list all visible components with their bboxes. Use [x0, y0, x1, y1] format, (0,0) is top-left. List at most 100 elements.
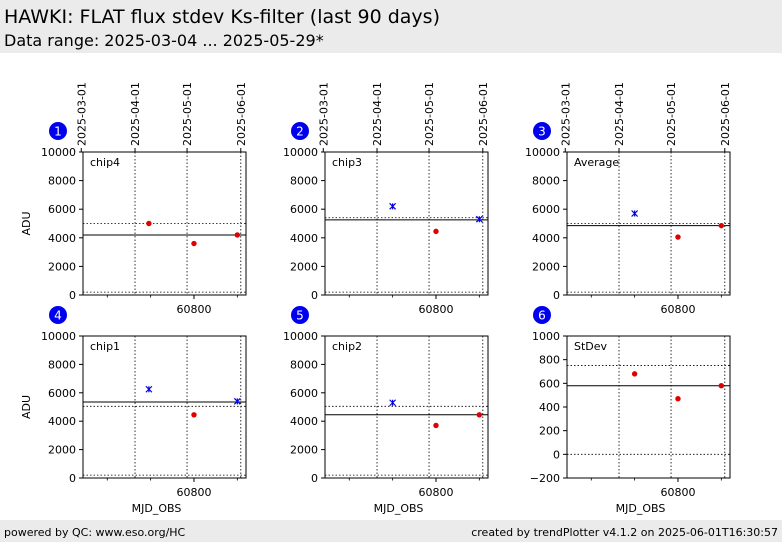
panel-number: 1 — [54, 125, 62, 139]
data-point-cross — [389, 202, 397, 210]
data-range-subtitle: Data range: 2025-03-04 ... 2025-05-29* — [4, 31, 324, 50]
chart-panel-2: 0 2000 4000 6000 8000 10000 60800 2025-03-01 202… — [283, 82, 490, 316]
footer-bar: powered by QC: www.eso.org/HC created by… — [0, 520, 782, 542]
data-point-cross — [475, 215, 483, 223]
data-point — [146, 220, 152, 227]
panel-label: StDev — [574, 340, 608, 353]
y-tick-label: 2000 — [290, 260, 318, 273]
y-tick-label: 0 — [553, 289, 560, 302]
panel-label: chip1 — [90, 340, 120, 353]
y-tick-label: 10000 — [283, 146, 318, 159]
x-axis-label: MJD_OBS — [374, 502, 424, 515]
footer-powered-by: powered by QC: www.eso.org/HC — [4, 526, 186, 539]
chart-panel-4: 0 2000 4000 6000 8000 10000 60800 chip1 4 ADU MJD_… — [20, 306, 247, 515]
top-date-label: 2025-06-01 — [235, 82, 248, 146]
y-tick-label: 200 — [539, 425, 560, 438]
panel-label: chip3 — [332, 156, 362, 169]
data-point — [234, 232, 241, 238]
data-point-cross — [145, 385, 153, 393]
y-tick-label: 1000 — [532, 330, 560, 343]
y-tick-label: 2000 — [48, 444, 76, 457]
y-tick-label: 600 — [539, 377, 560, 390]
y-tick-label: 6000 — [290, 203, 318, 216]
y-tick-label: 10000 — [41, 146, 76, 159]
data-point — [718, 222, 725, 229]
y-tick-label: 8000 — [290, 358, 318, 371]
x-axis-label: MJD_OBS — [132, 502, 182, 515]
plot-frame — [566, 335, 731, 479]
y-tick-label: 2000 — [48, 260, 76, 273]
x-tick-label: 60800 — [176, 486, 211, 499]
y-tick-label: 4000 — [48, 415, 76, 428]
plot-frame — [324, 151, 489, 296]
panel-number-badge — [49, 306, 67, 324]
y-tick-label: 4000 — [48, 232, 76, 245]
top-date-label: 2025-04-01 — [613, 82, 626, 146]
data-point-cross — [631, 210, 639, 217]
panel-number: 3 — [538, 125, 546, 139]
y-tick-label: 6000 — [290, 387, 318, 400]
y-axis-label: ADU — [20, 211, 33, 235]
page-title: HAWKI: FLAT flux stdev Ks-filter (last 9… — [4, 6, 440, 28]
panel-number: 2 — [296, 125, 304, 139]
x-tick-label: 60800 — [660, 303, 695, 316]
plot-frame — [82, 335, 247, 479]
y-tick-label: 6000 — [532, 203, 560, 216]
y-tick-label: 400 — [539, 401, 560, 414]
panel-label: chip2 — [332, 340, 362, 353]
y-tick-label: 8000 — [290, 175, 318, 188]
y-tick-label: 8000 — [48, 175, 76, 188]
y-tick-label: 10000 — [41, 330, 76, 343]
data-point — [191, 240, 197, 247]
data-point — [675, 396, 681, 402]
y-tick-label: 2000 — [290, 444, 318, 457]
y-axis-label: ADU — [20, 395, 33, 419]
panel-label: Average — [574, 156, 619, 169]
y-tick-label: 0 — [69, 472, 76, 485]
data-point — [433, 422, 439, 429]
y-tick-label: 8000 — [48, 358, 76, 371]
top-date-label: 2025-05-01 — [665, 82, 678, 146]
top-date-label: 2025-03-01 — [75, 82, 88, 146]
chart-panel-6: −200 0 200 400 600 800 1000 60800 StDev 6 MJD_OBS — [530, 306, 731, 515]
chart-panel-3: 0 2000 4000 6000 8000 10000 60800 2025-03-01 202… — [525, 82, 732, 316]
x-tick-label: 60800 — [176, 303, 211, 316]
top-date-label: 2025-06-01 — [477, 82, 490, 146]
y-tick-label: 6000 — [48, 203, 76, 216]
data-point — [631, 371, 638, 377]
top-date-label: 2025-04-01 — [129, 82, 142, 146]
chart-panel-5: 0 2000 4000 6000 8000 10000 60800 chip2 5 MJD_OBS — [283, 306, 489, 515]
x-tick-label: 60800 — [418, 486, 453, 499]
y-tick-label: −200 — [530, 472, 560, 485]
y-tick-label: 10000 — [283, 330, 318, 343]
data-point — [718, 383, 725, 389]
header-bar: HAWKI: FLAT flux stdev Ks-filter (last 9… — [0, 0, 782, 53]
panel-number: 5 — [296, 309, 304, 323]
y-tick-label: 6000 — [48, 387, 76, 400]
footer-created-by: created by trendPlotter v4.1.2 on 2025-0… — [471, 526, 778, 539]
y-tick-label: 4000 — [532, 232, 560, 245]
data-point — [476, 412, 483, 418]
y-tick-label: 0 — [69, 289, 76, 302]
y-tick-label: 4000 — [290, 232, 318, 245]
data-point-cross — [233, 397, 241, 405]
top-date-label: 2025-06-01 — [719, 82, 732, 146]
panel-number: 6 — [538, 309, 546, 323]
y-tick-label: 0 — [311, 472, 318, 485]
panel-number-badge — [291, 306, 309, 324]
panel-number-badge — [533, 306, 551, 324]
data-point-cross — [389, 399, 397, 407]
top-date-label: 2025-04-01 — [371, 82, 384, 146]
y-tick-label: 0 — [553, 448, 560, 461]
chart-panel-1: 0 2000 4000 6000 8000 10000 60800 2025-03-01 202… — [20, 82, 248, 316]
panel-number-badge — [291, 122, 309, 140]
y-tick-label: 10000 — [525, 146, 560, 159]
y-tick-label: 8000 — [532, 175, 560, 188]
y-tick-label: 4000 — [290, 415, 318, 428]
x-tick-label: 60800 — [660, 486, 695, 499]
x-tick-label: 60800 — [418, 303, 453, 316]
top-date-label: 2025-03-01 — [317, 82, 330, 146]
top-date-label: 2025-03-01 — [559, 82, 572, 146]
panel-number: 4 — [54, 309, 62, 323]
